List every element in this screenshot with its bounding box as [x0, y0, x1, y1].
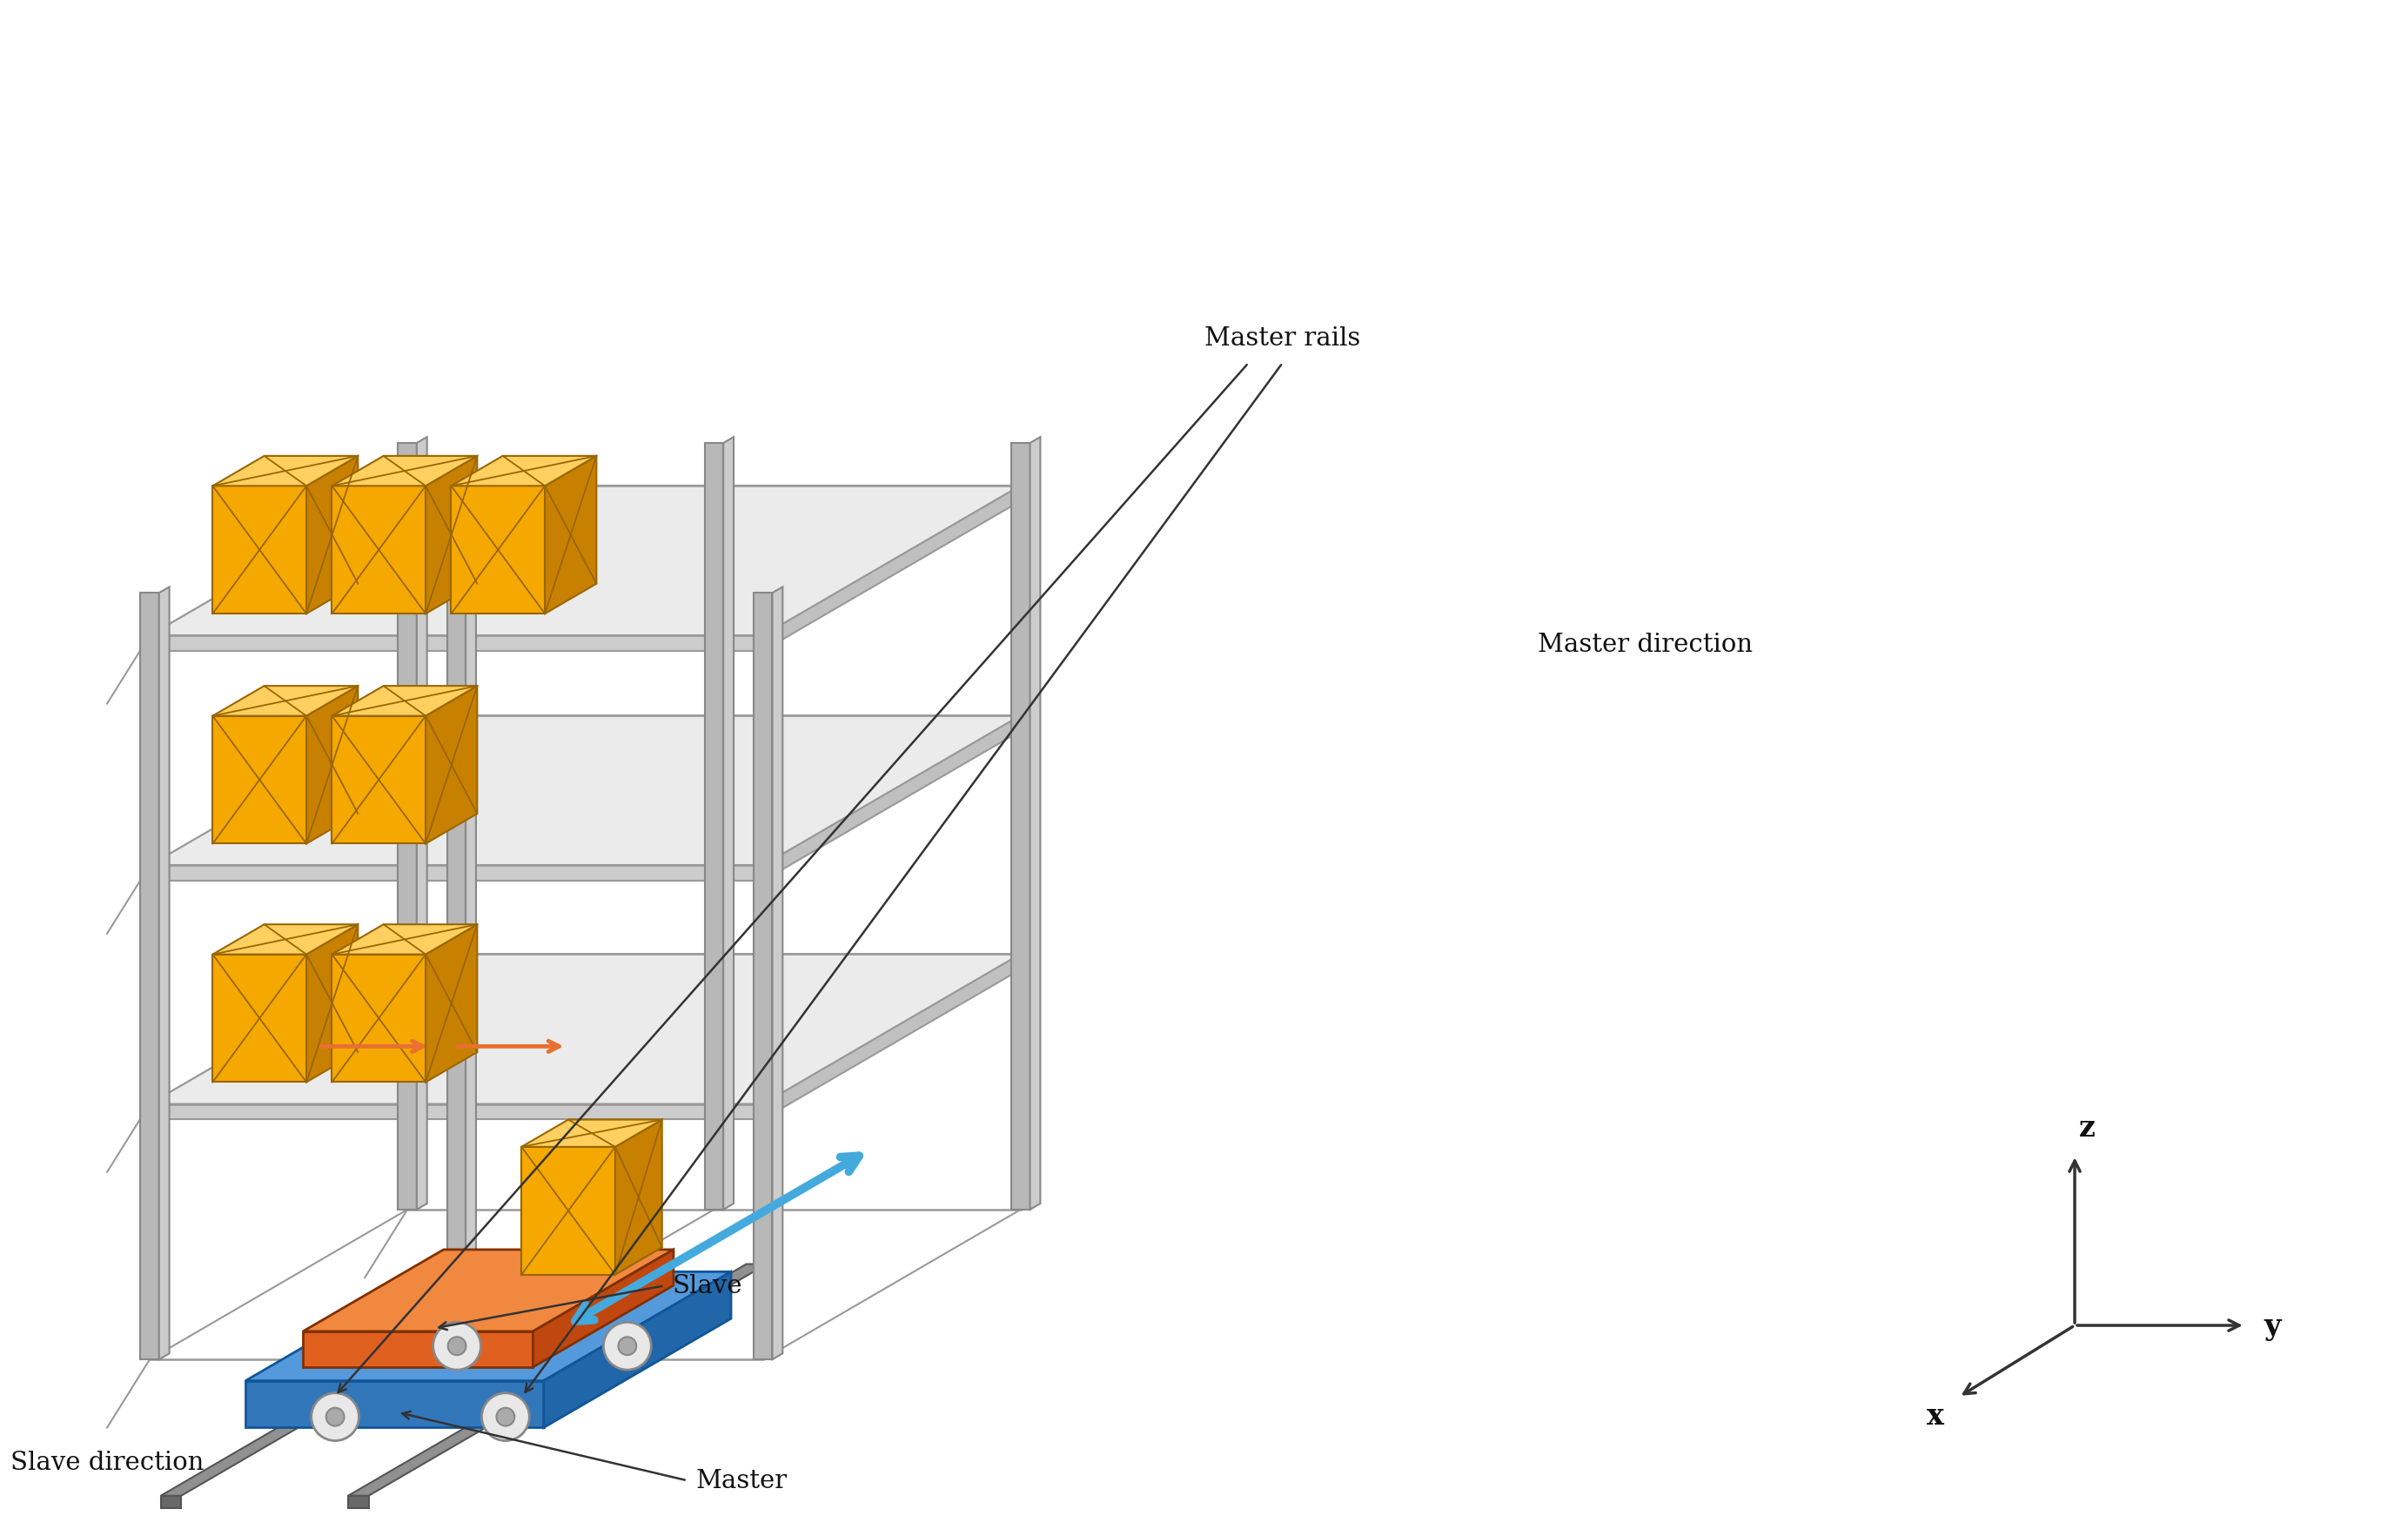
Polygon shape	[332, 954, 426, 1083]
Polygon shape	[212, 486, 306, 615]
Polygon shape	[332, 486, 426, 615]
Polygon shape	[763, 954, 1021, 1119]
Polygon shape	[306, 925, 359, 1083]
Polygon shape	[763, 486, 1021, 651]
Polygon shape	[149, 865, 763, 881]
Polygon shape	[544, 457, 597, 615]
Polygon shape	[773, 587, 783, 1359]
Circle shape	[311, 1393, 359, 1440]
Polygon shape	[417, 437, 426, 1209]
Polygon shape	[523, 1119, 662, 1147]
Polygon shape	[212, 687, 359, 716]
Polygon shape	[306, 457, 359, 615]
Polygon shape	[149, 954, 1021, 1104]
Polygon shape	[1031, 437, 1040, 1209]
Polygon shape	[149, 716, 1021, 865]
Text: Master: Master	[696, 1468, 787, 1492]
Polygon shape	[754, 593, 773, 1359]
Polygon shape	[450, 486, 544, 615]
Polygon shape	[614, 1119, 662, 1275]
Polygon shape	[303, 1332, 532, 1367]
Circle shape	[325, 1408, 344, 1427]
Polygon shape	[706, 443, 722, 1209]
Polygon shape	[532, 1249, 674, 1367]
Text: Master rails: Master rails	[1204, 326, 1361, 350]
Polygon shape	[397, 443, 417, 1209]
Polygon shape	[246, 1381, 544, 1428]
Polygon shape	[149, 636, 763, 651]
Polygon shape	[161, 1495, 181, 1509]
Polygon shape	[332, 925, 477, 954]
Polygon shape	[149, 1104, 763, 1119]
Polygon shape	[140, 593, 159, 1359]
Polygon shape	[161, 1264, 580, 1495]
Text: Slave direction: Slave direction	[10, 1449, 205, 1474]
Polygon shape	[332, 716, 426, 844]
Polygon shape	[450, 457, 597, 486]
Polygon shape	[448, 593, 465, 1359]
Circle shape	[604, 1323, 650, 1370]
Polygon shape	[349, 1495, 368, 1509]
Polygon shape	[426, 925, 477, 1083]
Polygon shape	[349, 1264, 766, 1495]
Text: Slave: Slave	[672, 1274, 742, 1298]
Polygon shape	[212, 457, 359, 486]
Polygon shape	[212, 954, 306, 1083]
Polygon shape	[303, 1249, 674, 1332]
Polygon shape	[306, 687, 359, 844]
Polygon shape	[159, 587, 169, 1359]
Polygon shape	[1011, 443, 1031, 1209]
Polygon shape	[149, 486, 1021, 636]
Polygon shape	[332, 457, 477, 486]
Polygon shape	[465, 587, 477, 1359]
Circle shape	[482, 1393, 530, 1440]
Circle shape	[496, 1408, 515, 1427]
Polygon shape	[523, 1147, 614, 1275]
Circle shape	[433, 1323, 482, 1370]
Polygon shape	[246, 1272, 732, 1381]
Polygon shape	[426, 457, 477, 615]
Circle shape	[619, 1336, 636, 1355]
Polygon shape	[332, 687, 477, 716]
Circle shape	[448, 1336, 467, 1355]
Polygon shape	[544, 1272, 732, 1428]
Text: y: y	[2264, 1312, 2280, 1339]
Text: x: x	[1926, 1402, 1943, 1430]
Polygon shape	[722, 437, 734, 1209]
Polygon shape	[212, 925, 359, 954]
Polygon shape	[763, 716, 1021, 881]
Polygon shape	[212, 716, 306, 844]
Text: Master direction: Master direction	[1539, 633, 1753, 656]
Polygon shape	[426, 687, 477, 844]
Text: z: z	[2078, 1113, 2095, 1142]
